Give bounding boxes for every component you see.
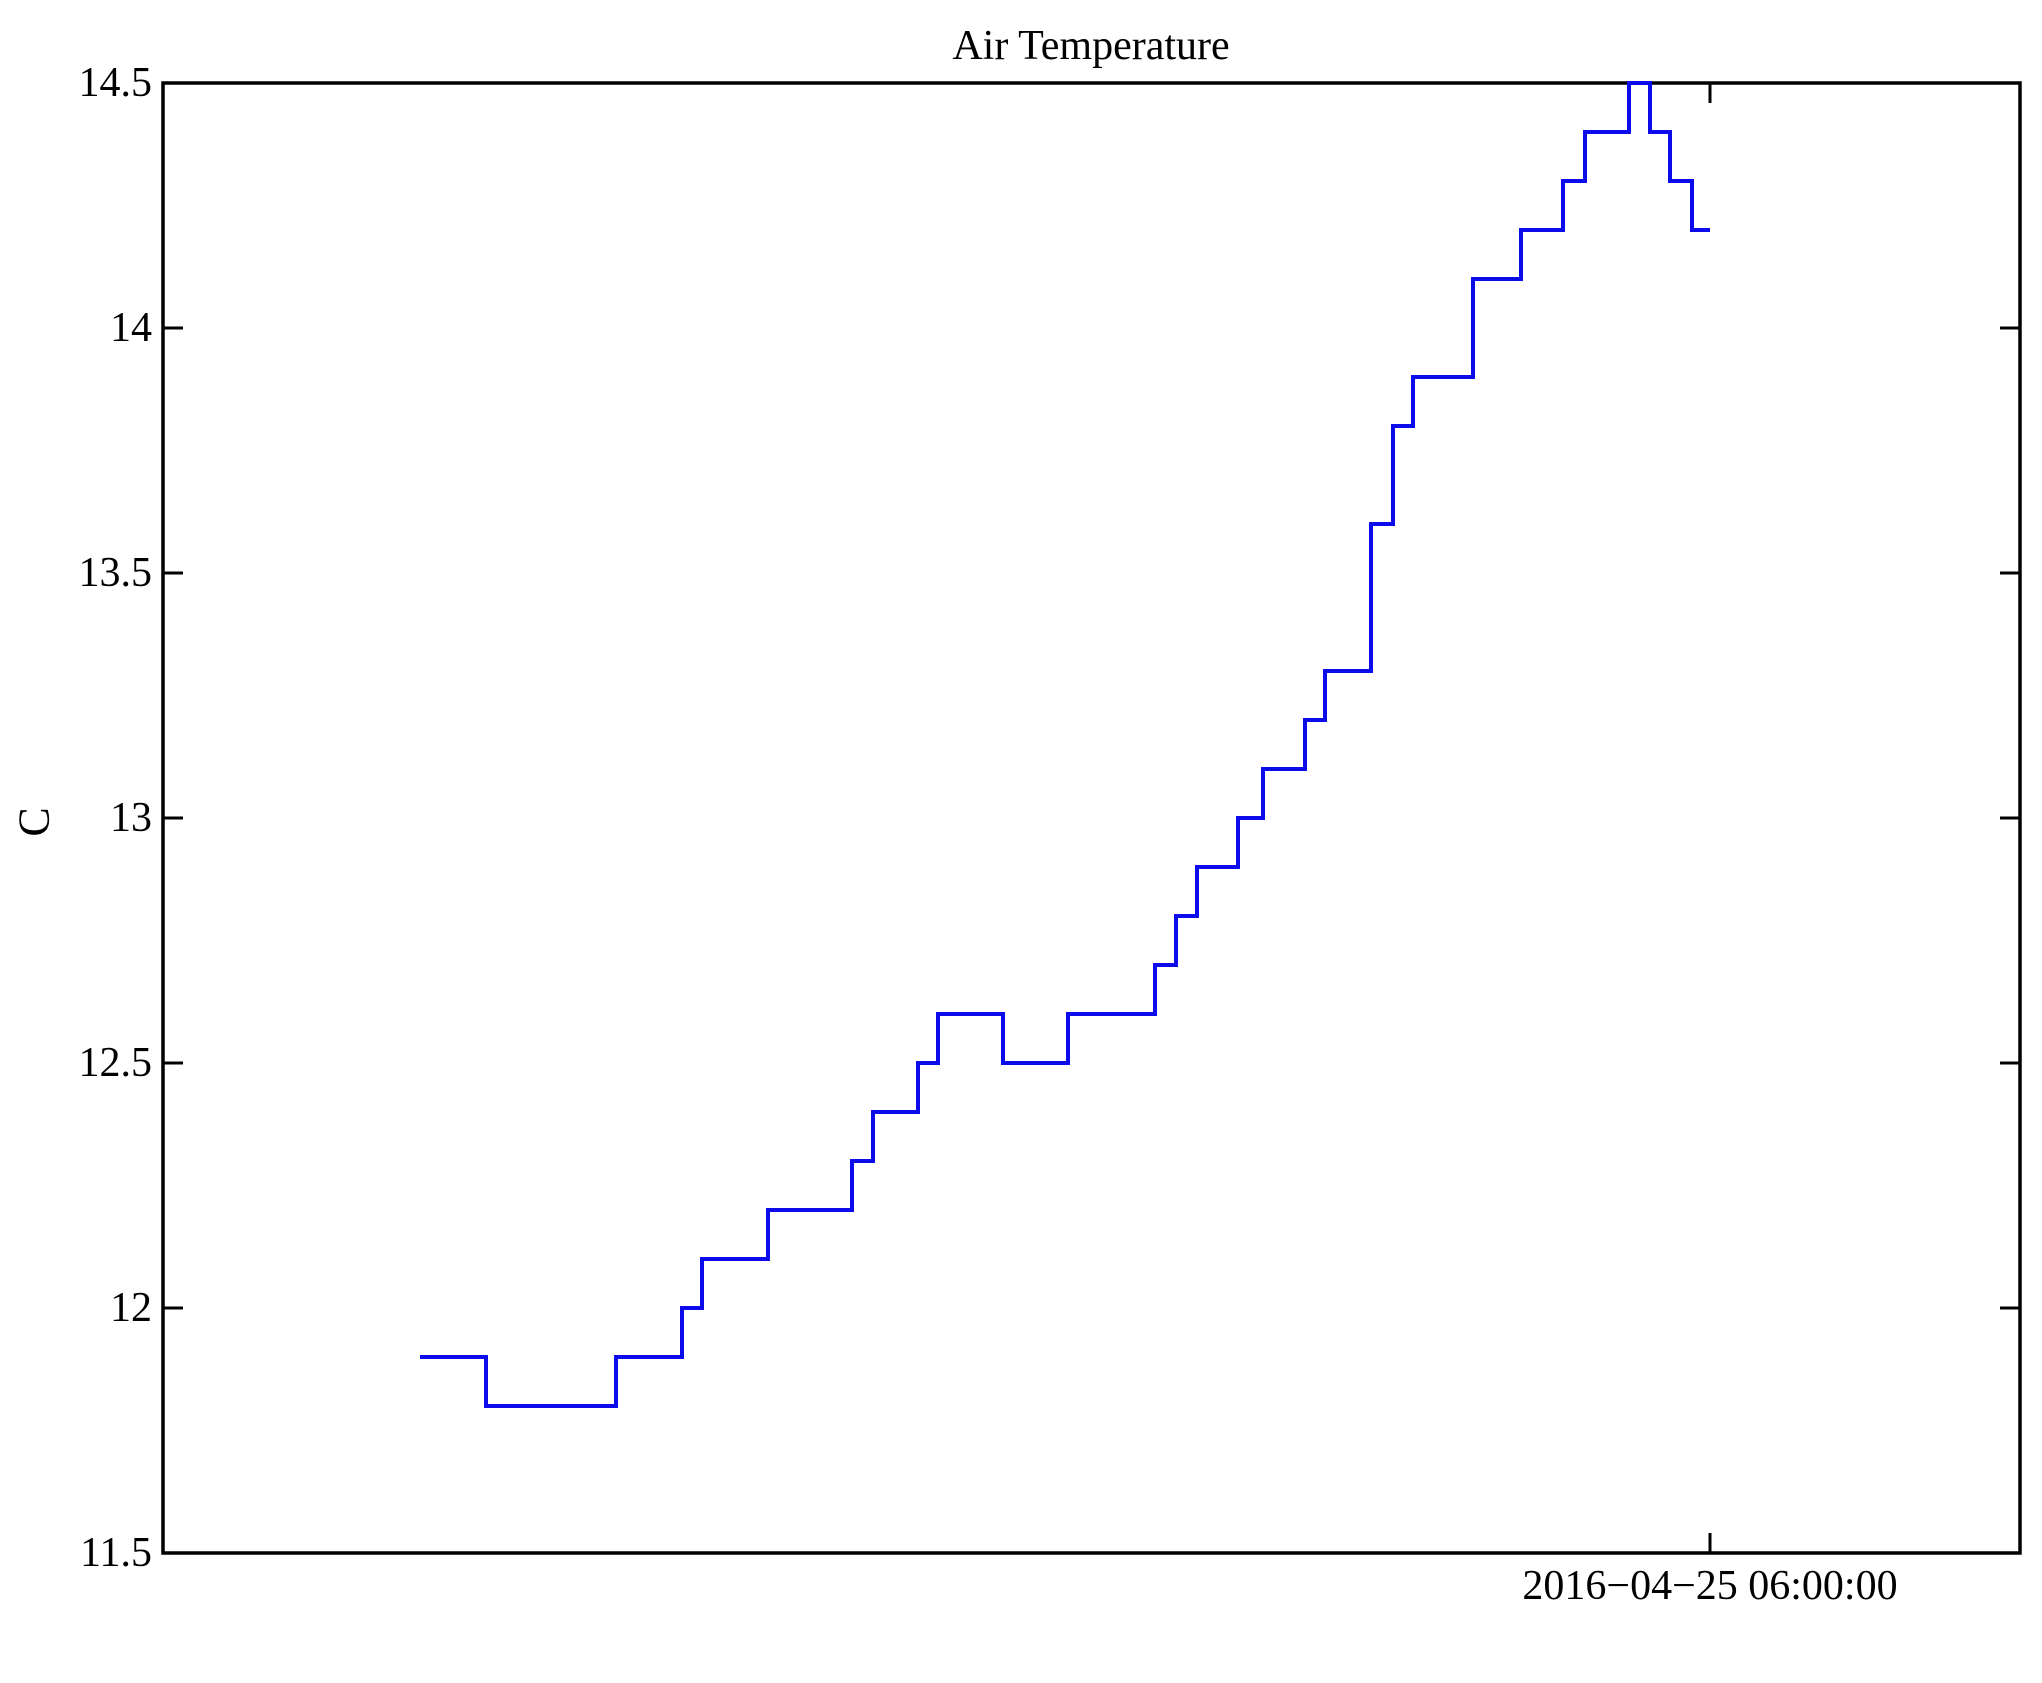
y-tick-label: 14.5 xyxy=(78,60,153,106)
y-tick-label: 11.5 xyxy=(80,1530,152,1576)
plot-border xyxy=(161,81,2022,1555)
x-tick-label: 2016−04−25 06:00:00 xyxy=(1522,1563,1898,1609)
y-tick-label: 13.5 xyxy=(78,550,153,596)
y-tick-label: 13 xyxy=(110,795,152,841)
y-tick-label: 12.5 xyxy=(78,1040,153,1086)
y-tick-label: 14 xyxy=(110,305,152,351)
temperature-line xyxy=(420,81,1710,1408)
y-tick-label: 12 xyxy=(110,1285,152,1331)
chart-title: Air Temperature xyxy=(952,23,1230,69)
